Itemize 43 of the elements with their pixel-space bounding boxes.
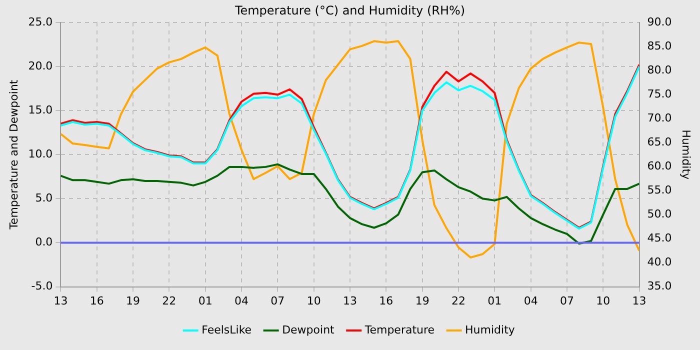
x-tick-label: 04 xyxy=(524,294,538,308)
legend-label: Humidity xyxy=(465,323,516,336)
x-tick-label: 16 xyxy=(379,294,394,308)
y2-tick-label: 35.0 xyxy=(647,280,672,293)
x-tick-label: 13 xyxy=(343,294,357,308)
y-tick-label: -5.0 xyxy=(31,280,53,293)
y-tick-label: 5.0 xyxy=(35,192,53,205)
y2-tick-label: 60.0 xyxy=(647,159,672,172)
x-tick-label: 19 xyxy=(126,294,140,308)
y2-tick-label: 90.0 xyxy=(647,15,672,28)
legend-label: Dewpoint xyxy=(282,323,336,336)
x-tick-label: 07 xyxy=(560,294,574,308)
y-tick-label: 10.0 xyxy=(28,147,53,160)
x-tick-label: 04 xyxy=(234,294,249,308)
y2-tick-label: 45.0 xyxy=(647,232,672,245)
y2-tick-label: 55.0 xyxy=(647,184,672,197)
y-axis-title: Temperature and Dewpoint xyxy=(7,79,20,230)
y-tick-label: 20.0 xyxy=(28,59,53,72)
y2-tick-label: 65.0 xyxy=(647,135,672,148)
y2-tick-label: 70.0 xyxy=(647,111,672,124)
y2-tick-label: 80.0 xyxy=(647,63,672,76)
y-tick-label: 0.0 xyxy=(35,236,53,249)
y2-axis-title: Humidity xyxy=(680,130,693,180)
x-tick-label: 10 xyxy=(596,294,610,308)
y2-tick-label: 40.0 xyxy=(647,256,672,269)
x-tick-label: 13 xyxy=(632,294,646,308)
x-tick-label: 01 xyxy=(198,294,212,308)
y2-tick-label: 85.0 xyxy=(647,39,672,52)
x-tick-label: 22 xyxy=(451,294,466,308)
x-tick-label: 10 xyxy=(306,294,321,308)
x-tick-label: 01 xyxy=(488,294,502,308)
legend-label: FeelsLike xyxy=(202,323,252,336)
y-tick-label: 25.0 xyxy=(28,15,53,28)
legend-label: Temperature xyxy=(364,323,435,336)
x-tick-label: 22 xyxy=(162,294,176,308)
chart-title: Temperature (°C) and Humidity (RH%) xyxy=(234,3,466,18)
x-tick-label: 16 xyxy=(90,294,104,308)
y2-tick-label: 75.0 xyxy=(647,87,672,100)
y-tick-label: 15.0 xyxy=(28,103,53,116)
y2-tick-label: 50.0 xyxy=(647,208,672,221)
x-tick-label: 13 xyxy=(54,294,68,308)
x-tick-label: 19 xyxy=(415,294,430,308)
x-tick-label: 07 xyxy=(270,294,285,308)
